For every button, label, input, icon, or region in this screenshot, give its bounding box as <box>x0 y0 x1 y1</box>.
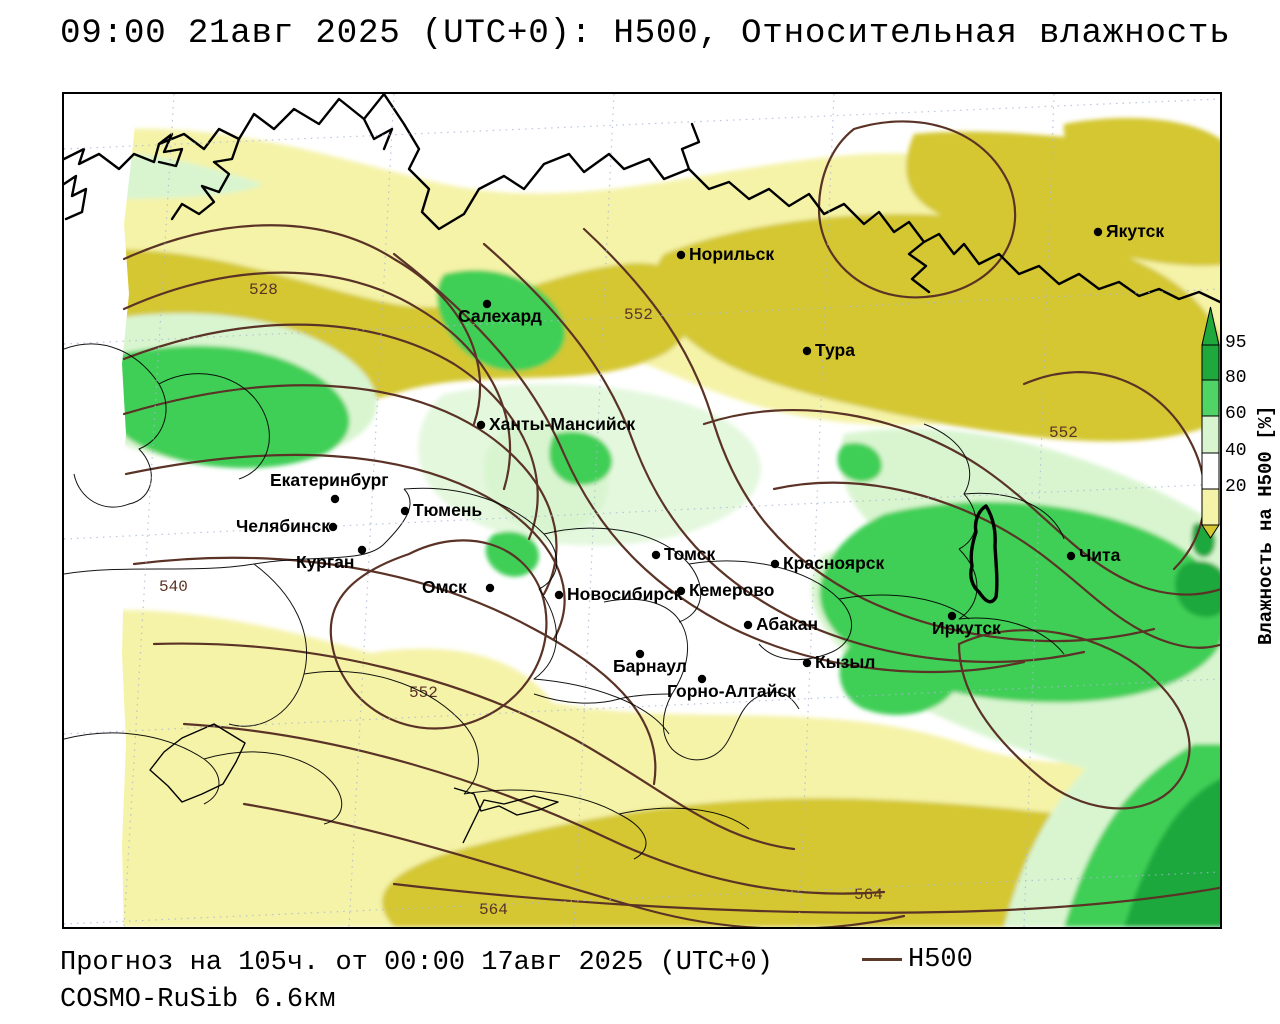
svg-text:564: 564 <box>479 901 508 919</box>
svg-text:540: 540 <box>159 578 188 596</box>
svg-text:Томск: Томск <box>664 544 715 564</box>
svg-text:Иркутск: Иркутск <box>932 618 1001 638</box>
svg-text:Чита: Чита <box>1079 545 1121 565</box>
svg-text:Омск: Омск <box>422 577 467 597</box>
svg-text:Горно-Алтайск: Горно-Алтайск <box>667 681 796 701</box>
svg-text:Салехард: Салехард <box>458 306 542 326</box>
svg-text:Екатеринбург: Екатеринбург <box>270 470 389 490</box>
svg-text:Челябинск: Челябинск <box>236 516 330 536</box>
svg-text:Кызыл: Кызыл <box>815 652 875 672</box>
svg-text:Норильск: Норильск <box>689 244 774 264</box>
svg-text:Тура: Тура <box>815 340 855 360</box>
svg-text:528: 528 <box>249 281 278 299</box>
svg-text:Кемерово: Кемерово <box>689 580 774 600</box>
svg-text:Абакан: Абакан <box>756 614 818 634</box>
svg-text:564: 564 <box>854 886 883 904</box>
svg-text:552: 552 <box>1049 424 1078 442</box>
svg-text:Курган: Курган <box>296 552 354 572</box>
svg-text:Ханты-Мансийск: Ханты-Мансийск <box>489 414 635 434</box>
svg-text:Якутск: Якутск <box>1106 221 1164 241</box>
svg-text:Красноярск: Красноярск <box>783 553 884 573</box>
svg-text:Тюмень: Тюмень <box>413 500 482 520</box>
svg-text:Новосибирск: Новосибирск <box>567 584 683 604</box>
svg-text:Барнаул: Барнаул <box>613 656 687 676</box>
svg-text:552: 552 <box>624 306 653 324</box>
